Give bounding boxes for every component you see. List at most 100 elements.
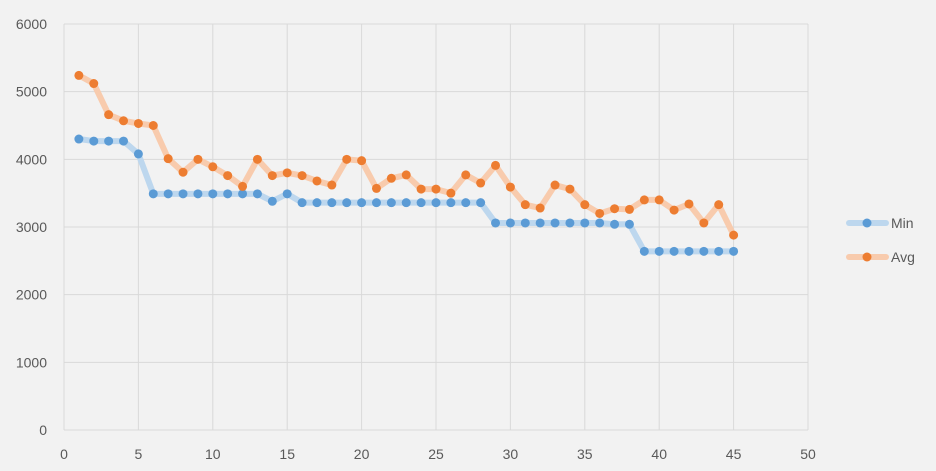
legend-label: Min (891, 215, 914, 231)
data-point-avg (461, 170, 471, 180)
data-point-avg (416, 184, 426, 194)
series-line-min (75, 136, 737, 255)
data-point-min (580, 218, 590, 228)
y-tick-label: 0 (39, 422, 47, 438)
legend-item-avg: Avg (846, 249, 915, 265)
data-point-avg (595, 208, 605, 218)
gridlines (63, 23, 809, 431)
data-point-min (371, 198, 381, 208)
data-point-avg (431, 184, 441, 194)
data-point-min (163, 189, 173, 199)
data-point-avg (520, 200, 530, 210)
data-point-min (714, 246, 724, 256)
data-point-avg (714, 200, 724, 210)
data-point-avg (491, 160, 501, 170)
data-point-min (491, 218, 501, 228)
data-point-min (327, 198, 337, 208)
data-point-min (699, 246, 709, 256)
data-point-min (178, 189, 188, 199)
x-tick-label: 30 (503, 446, 519, 462)
data-point-min (669, 246, 679, 256)
data-point-avg (476, 178, 486, 188)
y-tick-label: 4000 (16, 151, 47, 167)
legend-label: Avg (891, 249, 915, 265)
data-point-avg (624, 204, 634, 214)
x-tick-label: 20 (354, 446, 370, 462)
data-point-min (104, 136, 114, 146)
data-point-avg (327, 180, 337, 190)
data-point-min (476, 198, 486, 208)
x-tick-label: 35 (577, 446, 593, 462)
data-point-min (446, 198, 456, 208)
data-point-avg (74, 70, 84, 80)
data-point-avg (371, 183, 381, 193)
x-tick-label: 10 (205, 446, 221, 462)
legend-swatch-marker (862, 218, 872, 228)
data-point-avg (104, 110, 114, 120)
data-point-min (729, 246, 739, 256)
data-point-min (267, 196, 277, 206)
data-point-min (535, 218, 545, 228)
series-line-avg (75, 72, 737, 239)
data-point-min (148, 189, 158, 199)
data-point-avg (238, 181, 248, 191)
data-point-min (624, 219, 634, 229)
data-point-avg (252, 154, 262, 164)
data-point-min (520, 218, 530, 228)
data-point-avg (446, 188, 456, 198)
data-point-avg (729, 230, 739, 240)
data-point-avg (312, 176, 322, 186)
data-point-avg (208, 162, 218, 172)
legend-swatch-marker (862, 252, 872, 262)
data-point-min (223, 189, 233, 199)
data-point-min (461, 198, 471, 208)
data-point-avg (357, 156, 367, 166)
data-point-avg (535, 203, 545, 213)
data-point-min (238, 189, 248, 199)
data-point-min (282, 189, 292, 199)
data-point-avg (89, 79, 99, 89)
x-tick-label: 15 (279, 446, 295, 462)
data-point-avg (580, 200, 590, 210)
data-point-avg (401, 170, 411, 180)
data-point-min (684, 246, 694, 256)
data-point-avg (163, 154, 173, 164)
y-tick-label: 5000 (16, 84, 47, 100)
data-point-avg (550, 180, 560, 190)
data-point-avg (639, 195, 649, 205)
legend: Min Avg (846, 215, 915, 265)
data-point-min (193, 189, 203, 199)
data-point-min (639, 246, 649, 256)
data-point-avg (297, 171, 307, 181)
data-point-min (505, 218, 515, 228)
data-point-avg (267, 171, 277, 181)
data-point-min (654, 246, 664, 256)
data-point-min (550, 218, 560, 228)
data-point-min (565, 218, 575, 228)
y-tick-label: 6000 (16, 16, 47, 32)
data-point-min (208, 189, 218, 199)
data-point-min (342, 198, 352, 208)
data-point-avg (119, 116, 129, 126)
x-tick-label: 40 (651, 446, 667, 462)
data-point-avg (684, 199, 694, 209)
data-point-avg (342, 154, 352, 164)
series (74, 70, 739, 256)
data-point-min (610, 219, 620, 229)
data-point-avg (669, 205, 679, 215)
y-tick-label: 1000 (16, 354, 47, 370)
data-point-avg (282, 168, 292, 178)
data-point-avg (133, 118, 143, 128)
data-point-min (252, 189, 262, 199)
data-point-min (401, 198, 411, 208)
data-point-avg (193, 154, 203, 164)
data-point-min (297, 198, 307, 208)
data-point-min (312, 198, 322, 208)
legend-item-min: Min (846, 215, 914, 231)
data-point-min (357, 198, 367, 208)
series-min (74, 134, 739, 256)
data-point-min (89, 136, 99, 146)
x-tick-label: 45 (726, 446, 742, 462)
data-point-avg (148, 121, 158, 130)
